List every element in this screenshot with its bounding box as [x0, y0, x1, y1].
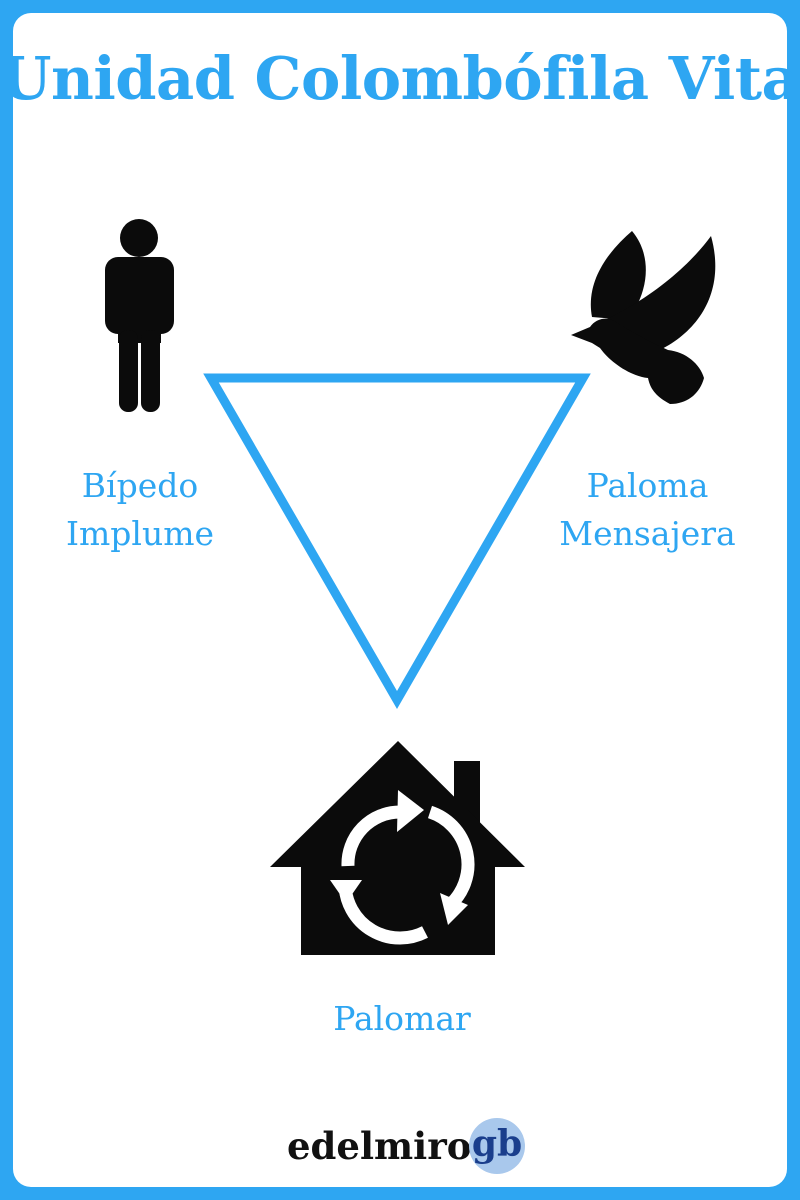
- triangle-outline: [203, 373, 591, 709]
- label-bottom-text: Palomar: [333, 999, 471, 1038]
- label-left-line2: Implume: [65, 514, 215, 553]
- person-icon: [105, 219, 174, 412]
- brand-name: edelmiro: [287, 1124, 472, 1168]
- label-palomar: Palomar: [262, 995, 542, 1043]
- label-paloma-mensajera: Paloma Mensajera: [525, 462, 770, 558]
- brand-badge: gb: [469, 1118, 525, 1174]
- page-title: Unidad Colombófila Vital: [0, 44, 800, 113]
- label-right-line2: Mensajera: [559, 514, 736, 553]
- label-right-line1: Paloma: [586, 466, 709, 505]
- label-left-line1: Bípedo: [81, 466, 199, 505]
- card-background: [13, 13, 787, 1187]
- label-bipedo-implume: Bípedo Implume: [20, 462, 260, 558]
- dove-icon: [571, 231, 716, 404]
- recycle-house-icon: [270, 741, 525, 955]
